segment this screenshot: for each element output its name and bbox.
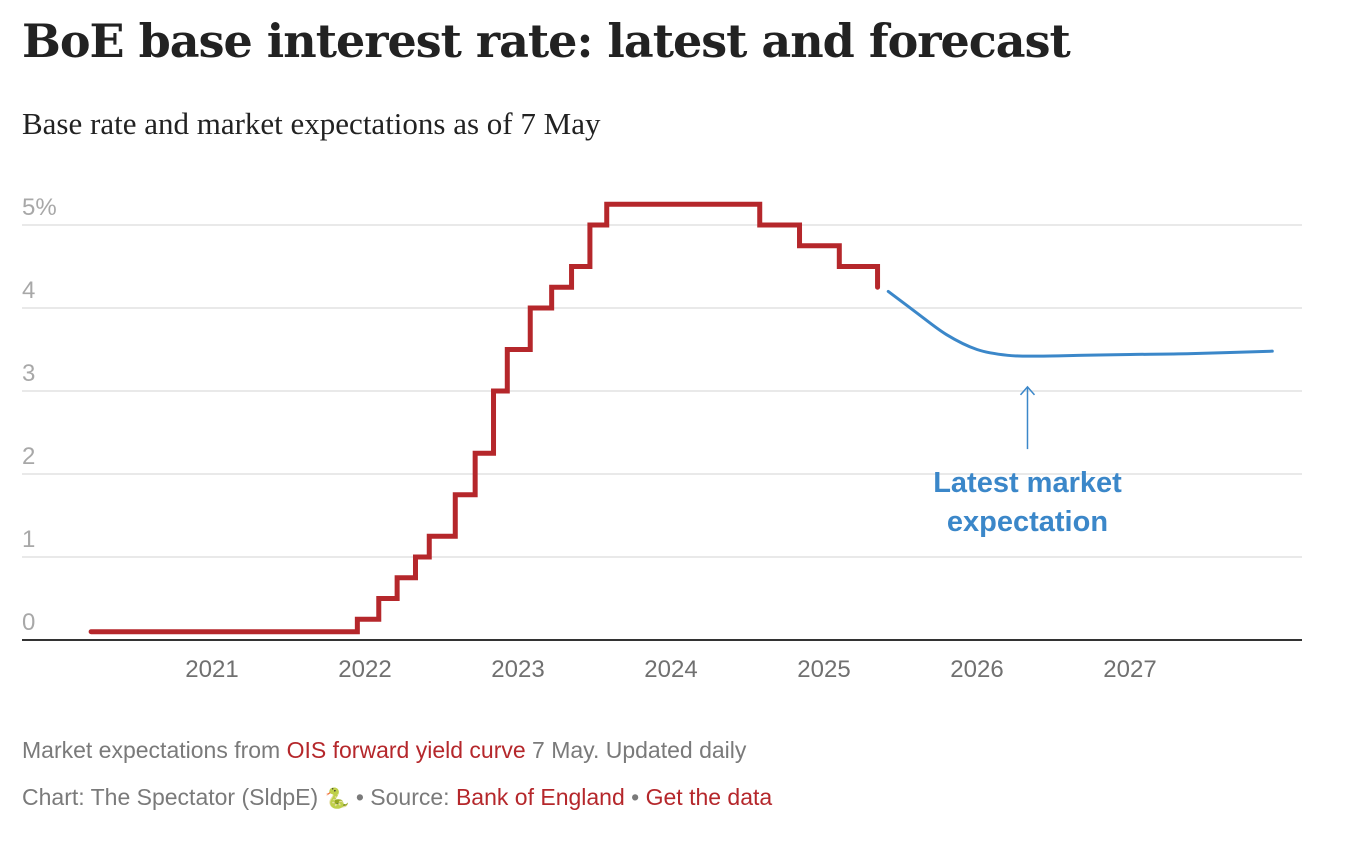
- footer-note-suffix: 7 May. Updated daily: [525, 737, 747, 763]
- gridlines: [22, 224, 1302, 558]
- footer-credits: Chart: The Spectator (SldpE) 🐍 • Source:…: [22, 784, 772, 811]
- annotations-group: Latest market expectation: [933, 385, 1122, 538]
- footer-note-prefix: Market expectations from: [22, 737, 287, 763]
- ois-link[interactable]: OIS forward yield curve: [286, 737, 526, 763]
- x-tick-label: 2027: [1103, 656, 1156, 683]
- source-link[interactable]: Bank of England: [455, 784, 625, 810]
- y-axis-ticks: 0 1 2 3 4 5%: [22, 194, 57, 636]
- x-tick-label: 2023: [491, 656, 544, 683]
- source-label: • Source:: [349, 784, 456, 810]
- x-axis-ticks: 2021 2022 2023 2024 2025 2026 2027: [185, 656, 1156, 683]
- x-tick-label: 2022: [338, 656, 391, 683]
- y-tick-label: 0: [22, 609, 35, 636]
- annotation-label: Latest market: [933, 467, 1122, 499]
- annotation-label: expectation: [947, 506, 1108, 538]
- chart-subtitle: Base rate and market expectations as of …: [22, 106, 601, 141]
- x-tick-label: 2026: [950, 656, 1003, 683]
- chart-title: BoE base interest rate: latest and forec…: [22, 14, 1071, 68]
- y-tick-label: 4: [22, 277, 35, 304]
- series-group: [88, 201, 1274, 635]
- chart-credit: Chart: The Spectator (SldpE): [22, 784, 325, 810]
- forecast-line: [886, 289, 1274, 358]
- x-tick-label: 2024: [644, 656, 697, 683]
- y-tick-label: 1: [22, 526, 35, 553]
- y-tick-label: 3: [22, 360, 35, 387]
- base-rate-line: [88, 201, 881, 635]
- y-tick-label: 2: [22, 443, 35, 470]
- line-chart: 0 1 2 3 4 5% 2021 2022 2023 2024 2025 2026 2027 Lat…: [22, 194, 1302, 683]
- separator: •: [624, 784, 646, 810]
- footer-note: Market expectations from OIS forward yie…: [22, 737, 746, 764]
- snake-icon: 🐍: [324, 788, 350, 810]
- get-data-link[interactable]: Get the data: [645, 784, 773, 810]
- y-tick-label: 5%: [22, 194, 57, 221]
- x-tick-label: 2021: [185, 656, 238, 683]
- arrow-up-icon: [1019, 385, 1036, 396]
- x-tick-label: 2025: [797, 656, 850, 683]
